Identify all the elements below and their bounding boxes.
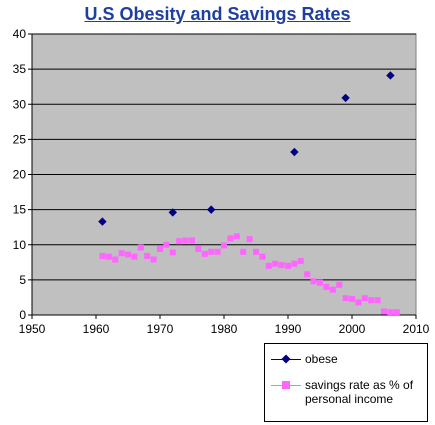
savings-point xyxy=(233,233,240,240)
y-tick-label: 5 xyxy=(19,273,26,287)
obese-point xyxy=(386,71,395,80)
savings-point xyxy=(214,248,221,255)
y-tick-label: 40 xyxy=(13,27,27,41)
savings-point xyxy=(131,253,138,260)
savings-point xyxy=(253,248,259,255)
savings-point xyxy=(336,281,343,288)
legend-item-obese: obese xyxy=(271,352,425,366)
y-tick-label: 10 xyxy=(13,238,27,252)
savings-point xyxy=(285,262,291,269)
savings-point xyxy=(125,251,131,258)
obese-point xyxy=(98,217,107,226)
obese-point xyxy=(290,147,299,157)
legend-item-savings: savings rate as % of personal income xyxy=(271,378,425,406)
axes: 0 5 10 15 20 25 30 35 40 1950 1960 1970 1980 1990 2000… xyxy=(13,27,430,336)
x-tick-label: 1950 xyxy=(19,322,46,336)
y-tick-label: 20 xyxy=(13,168,27,182)
legend-label-savings: savings rate as % of personal income xyxy=(305,378,414,406)
savings-point xyxy=(355,299,362,306)
savings-point xyxy=(201,250,208,257)
grid-lines xyxy=(32,33,416,281)
legend: obese savings rate as % of personal inco… xyxy=(264,343,428,422)
y-tick-label: 0 xyxy=(19,308,26,322)
obese-point xyxy=(341,93,350,103)
series-1 xyxy=(99,233,400,316)
savings-point xyxy=(246,236,253,243)
y-tick-label: 30 xyxy=(13,97,27,111)
obese-point xyxy=(206,205,216,214)
savings-point xyxy=(208,248,215,255)
savings-point xyxy=(361,295,368,302)
savings-point xyxy=(374,297,381,304)
savings-point xyxy=(189,237,195,244)
obese-legend-swatch xyxy=(271,352,301,366)
y-tick-label: 15 xyxy=(13,203,27,217)
savings-point xyxy=(329,286,336,293)
savings-point xyxy=(163,241,170,248)
savings-point xyxy=(278,262,285,269)
savings-point xyxy=(297,257,304,264)
obese-point xyxy=(168,208,178,217)
savings-point xyxy=(259,253,266,260)
y-tick-label: 35 xyxy=(13,62,27,76)
x-tick-label: 1990 xyxy=(275,322,302,336)
savings-point xyxy=(227,235,234,242)
series-0 xyxy=(98,71,395,226)
savings-point xyxy=(304,271,311,278)
savings-point xyxy=(381,308,387,315)
savings-point xyxy=(323,283,330,290)
savings-point xyxy=(150,256,157,263)
savings-point xyxy=(99,252,106,259)
savings-point xyxy=(240,248,247,255)
savings-point xyxy=(310,278,317,285)
savings-point xyxy=(393,309,400,316)
savings-point xyxy=(291,260,298,267)
savings-point xyxy=(118,250,125,257)
savings-point xyxy=(137,244,144,251)
savings-point xyxy=(144,252,151,259)
x-tick-label: 1970 xyxy=(147,322,174,336)
savings-point xyxy=(387,309,394,316)
savings-point xyxy=(195,245,202,252)
savings-point xyxy=(368,297,375,304)
savings-point xyxy=(342,295,349,302)
savings-point xyxy=(272,260,279,267)
savings-point xyxy=(112,256,119,263)
savings-point xyxy=(349,295,355,302)
savings-point xyxy=(176,238,183,245)
savings-legend-swatch xyxy=(271,378,301,392)
savings-point xyxy=(221,242,227,249)
savings-point xyxy=(265,262,272,269)
savings-point xyxy=(317,279,323,286)
series-layer xyxy=(98,71,400,316)
x-tick-label: 1980 xyxy=(211,322,238,336)
savings-point xyxy=(157,245,163,252)
x-tick-label: 2010 xyxy=(403,322,430,336)
savings-point xyxy=(182,237,189,244)
chart-title: U.S Obesity and Savings Rates xyxy=(84,4,351,24)
savings-point xyxy=(169,249,176,256)
x-tick-label: 1960 xyxy=(83,322,110,336)
y-tick-label: 25 xyxy=(13,132,27,146)
x-tick-label: 2000 xyxy=(339,322,366,336)
savings-point xyxy=(105,253,112,260)
legend-label-obese: obese xyxy=(305,352,338,366)
